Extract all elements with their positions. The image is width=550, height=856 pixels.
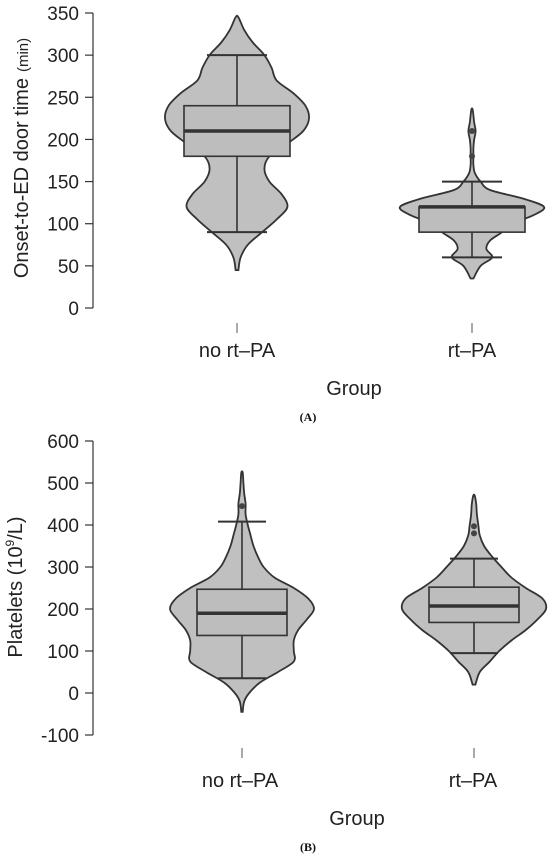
panel-b-outlier-point xyxy=(471,530,477,537)
panel-a-y-tick-label: 0 xyxy=(68,299,79,320)
panel-a-violin-group-2 xyxy=(398,107,546,333)
panel-a-x-label-rtpa: rt–PA xyxy=(448,340,497,362)
panel-a-y-tick-label: 150 xyxy=(47,173,79,194)
panel-a-y-tick-label: 300 xyxy=(47,46,79,67)
panel-b-y-tick-label: 300 xyxy=(47,558,79,579)
panel-a-chart: 0 50 100 150 200 250 300 350 Onset-to-ED door t… xyxy=(11,4,546,424)
panel-b-violin-group-2 xyxy=(400,493,548,758)
panel-b-violin-group-1 xyxy=(169,470,315,758)
panel-b-x-label-no-rtpa: no rt–PA xyxy=(202,770,279,792)
panel-b-y-tick-label: 400 xyxy=(47,516,79,537)
panel-a-x-axis-title: Group xyxy=(326,378,382,400)
panel-b-outlier-point xyxy=(471,523,477,530)
panel-b-y-axis-title: Platelets (109/L) xyxy=(3,516,27,657)
panel-a-outlier-point xyxy=(469,128,475,134)
panel-a-y-tick-label: 100 xyxy=(47,215,79,236)
panel-b-y-tick-label: 0 xyxy=(68,684,79,705)
panel-a-y-tick-label: 200 xyxy=(47,130,79,151)
panel-b-y-tick-label: -100 xyxy=(41,726,79,747)
panel-a-y-tick-label: 50 xyxy=(58,257,79,278)
panel-b-tag: (B) xyxy=(300,840,316,854)
panel-a-y-tick-label: 350 xyxy=(47,4,79,25)
panel-b-y-tick-label: 500 xyxy=(47,474,79,495)
panel-b-x-label-rtpa: rt–PA xyxy=(449,770,498,792)
panel-b-y-tick-label: 200 xyxy=(47,600,79,621)
panel-a-y-tick-label: 250 xyxy=(47,88,79,109)
panel-a-violin-group-1 xyxy=(164,14,310,333)
panel-b-y-tick-label: 600 xyxy=(47,432,79,453)
panel-b-outlier-point xyxy=(239,503,245,510)
panel-b-y-tick-label: 100 xyxy=(47,642,79,663)
panel-a-outlier-point xyxy=(469,153,475,160)
panel-a-iqr-box xyxy=(418,206,526,233)
panel-a-y-axis-title: Onset-to-ED door time(min) xyxy=(11,38,33,278)
panel-b-x-axis-title: Group xyxy=(329,808,385,830)
panel-a-tag: (A) xyxy=(300,410,317,424)
panel-b-chart: -100 0 100 200 300 400 500 600 Platelets (109/L… xyxy=(3,432,548,854)
panel-a-x-label-no-rtpa: no rt–PA xyxy=(199,340,276,362)
